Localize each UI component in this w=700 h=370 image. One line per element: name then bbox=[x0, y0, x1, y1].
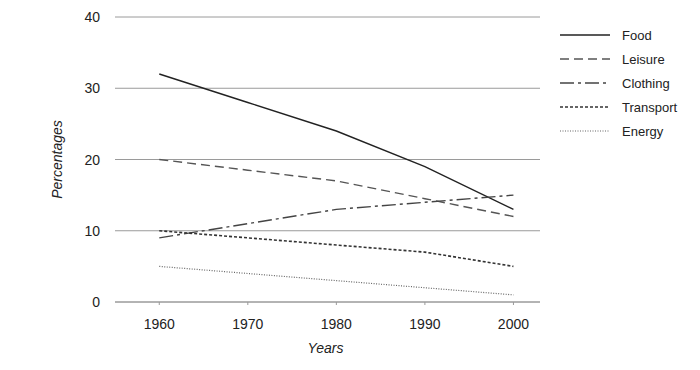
legend-swatch bbox=[560, 58, 610, 59]
y-tick-label: 0 bbox=[92, 294, 100, 310]
legend-swatch bbox=[560, 34, 610, 35]
legend-label: Leisure bbox=[622, 52, 665, 67]
x-axis-line bbox=[115, 302, 540, 303]
legend-swatch bbox=[560, 82, 610, 83]
y-tick-label: 10 bbox=[84, 223, 100, 239]
y-axis-label: Percentages bbox=[49, 120, 65, 199]
grid-line bbox=[115, 88, 540, 89]
series-line bbox=[159, 266, 513, 295]
x-tick-label: 1970 bbox=[232, 316, 263, 332]
grid-line bbox=[115, 159, 540, 160]
x-tick bbox=[336, 302, 337, 305]
legend-swatch bbox=[560, 130, 610, 131]
legend-label: Food bbox=[622, 28, 652, 43]
legend-label: Transport bbox=[622, 100, 678, 115]
x-tick bbox=[513, 302, 514, 305]
legend-swatch bbox=[560, 106, 610, 108]
x-tick bbox=[424, 302, 425, 305]
series-line bbox=[159, 195, 513, 238]
y-tick-label: 20 bbox=[84, 152, 100, 168]
series-line bbox=[159, 160, 513, 217]
x-tick bbox=[247, 302, 248, 305]
x-tick bbox=[159, 302, 160, 305]
x-axis-label: Years bbox=[308, 340, 344, 356]
x-tick-label: 2000 bbox=[498, 316, 529, 332]
series-line bbox=[159, 231, 513, 267]
y-tick-label: 40 bbox=[84, 9, 100, 25]
plot-area bbox=[159, 74, 513, 295]
legend-label: Energy bbox=[622, 124, 664, 139]
series-line bbox=[159, 74, 513, 209]
grid-line bbox=[115, 302, 540, 303]
legend: Food Leisure Clothing Transport Energy bbox=[560, 28, 678, 139]
grid-line bbox=[115, 230, 540, 231]
legend-label: Clothing bbox=[622, 76, 670, 91]
x-tick-label: 1990 bbox=[409, 316, 440, 332]
grid-line bbox=[115, 17, 540, 18]
chart: 0 10 20 30 40 1960 1970 1980 1990 2000 Years Percen… bbox=[0, 0, 700, 370]
y-tick-label: 30 bbox=[84, 80, 100, 96]
x-tick-label: 1960 bbox=[144, 316, 175, 332]
x-tick-label: 1980 bbox=[321, 316, 352, 332]
